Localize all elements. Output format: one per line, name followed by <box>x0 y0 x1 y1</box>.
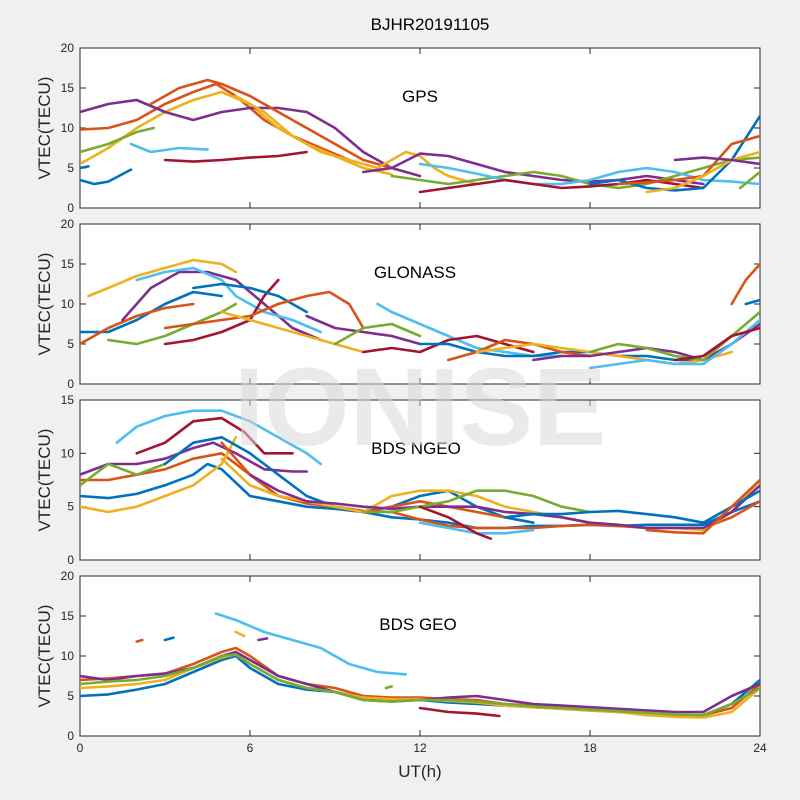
x-tick-label: 18 <box>583 741 597 755</box>
series-line <box>234 630 246 638</box>
y-tick-label: 10 <box>61 297 75 311</box>
series-line <box>588 318 760 370</box>
series-line <box>107 302 238 346</box>
watermark-text: IONISE <box>234 346 607 469</box>
y-tick-label: 15 <box>61 81 75 95</box>
y-tick-label: 0 <box>67 201 74 215</box>
series-line <box>418 505 493 540</box>
series-line <box>384 685 393 690</box>
series-line <box>390 156 760 190</box>
series-line <box>333 322 422 346</box>
series-line <box>730 262 760 306</box>
series-line <box>87 258 238 298</box>
y-tick-label: 20 <box>61 41 75 55</box>
y-tick-label: 5 <box>67 161 74 175</box>
y-tick-label: 0 <box>67 377 74 391</box>
series-line <box>163 636 175 642</box>
series-line <box>149 78 393 170</box>
series-line <box>80 168 133 186</box>
y-tick-label: 15 <box>61 393 75 407</box>
series-line <box>234 94 478 186</box>
panel-gps: 0 5 10 15 20 GPS VTEC(TECU) <box>35 41 761 215</box>
series-line <box>617 134 760 186</box>
y-tick-label: 5 <box>67 337 74 351</box>
series-line <box>418 706 501 718</box>
x-tick-label: 0 <box>77 741 84 755</box>
y-axis-label: VTEC(TECU) <box>35 605 54 708</box>
series-line <box>129 142 209 154</box>
series-line <box>121 270 323 342</box>
series-line <box>115 409 323 466</box>
figure-title: BJHR20191105 <box>371 15 490 34</box>
series-line <box>163 290 365 330</box>
y-tick-label: 15 <box>61 257 75 271</box>
y-tick-label: 0 <box>67 553 74 567</box>
panel-label: BDS NGEO <box>371 439 461 458</box>
series-line <box>80 441 308 476</box>
y-axis-label: VTEC(TECU) <box>35 253 54 356</box>
x-tick-label: 24 <box>753 741 767 755</box>
y-tick-label: 5 <box>67 689 74 703</box>
series-line <box>135 416 294 455</box>
series-line <box>214 612 408 676</box>
series-group <box>80 78 760 194</box>
y-tick-label: 20 <box>61 217 75 231</box>
series-line <box>163 150 308 163</box>
series-line <box>80 653 760 717</box>
series-line <box>257 637 269 642</box>
series-line <box>503 489 760 524</box>
series-line <box>645 478 760 535</box>
series-line <box>673 156 760 166</box>
series-group <box>80 258 760 370</box>
series-line <box>744 298 760 306</box>
axes-box <box>79 47 761 209</box>
x-tick-label: 6 <box>247 741 254 755</box>
panel-glonass: 0 5 10 15 20 GLONASS VTEC(TECU) <box>35 217 761 391</box>
y-tick-label: 5 <box>67 500 74 514</box>
y-axis-label: VTEC(TECU) <box>35 77 54 180</box>
y-tick-label: 20 <box>61 569 75 583</box>
panel-label: GLONASS <box>374 263 456 282</box>
y-axis-label: VTEC(TECU) <box>35 429 54 532</box>
series-line <box>80 436 238 514</box>
y-tick-label: 10 <box>61 649 75 663</box>
series-line <box>447 338 592 362</box>
panel-label: GPS <box>402 87 438 106</box>
series-line <box>305 314 422 346</box>
series-line <box>135 638 144 643</box>
series-line <box>80 126 155 154</box>
series-line <box>135 266 323 334</box>
panel-label: BDS GEO <box>379 615 456 634</box>
series-group <box>80 612 760 719</box>
panel-bds-geo: 0 5 10 15 20 0 6 12 18 24 BDS GEO VTEC(TECU) UT(h) <box>35 569 767 781</box>
series-line <box>248 473 760 530</box>
axes-box <box>79 399 761 561</box>
series-line <box>80 98 422 178</box>
series-line <box>645 150 760 194</box>
series-line <box>738 170 760 190</box>
series-line <box>220 310 365 354</box>
series-line <box>362 334 535 354</box>
series-line <box>418 162 760 186</box>
x-tick-label: 12 <box>413 741 427 755</box>
series-line <box>80 462 760 530</box>
series-line <box>80 165 90 170</box>
y-tick-label: 10 <box>61 446 75 460</box>
panels: 0 5 10 15 20 GPS VTEC(TECU) 0 5 10 15 20 GLONASS VTEC… <box>35 41 767 781</box>
series-line <box>362 489 592 514</box>
series-line <box>362 152 705 186</box>
y-tick-label: 10 <box>61 121 75 135</box>
series-line <box>673 326 760 362</box>
y-tick-label: 15 <box>61 609 75 623</box>
y-tick-label: 0 <box>67 729 74 743</box>
series-line <box>80 302 195 346</box>
x-axis-label: UT(h) <box>398 762 441 781</box>
panel-bds-ngeo: 0 5 10 15 BDS NGEO VTEC(TECU) <box>35 393 761 567</box>
series-group <box>80 409 760 540</box>
